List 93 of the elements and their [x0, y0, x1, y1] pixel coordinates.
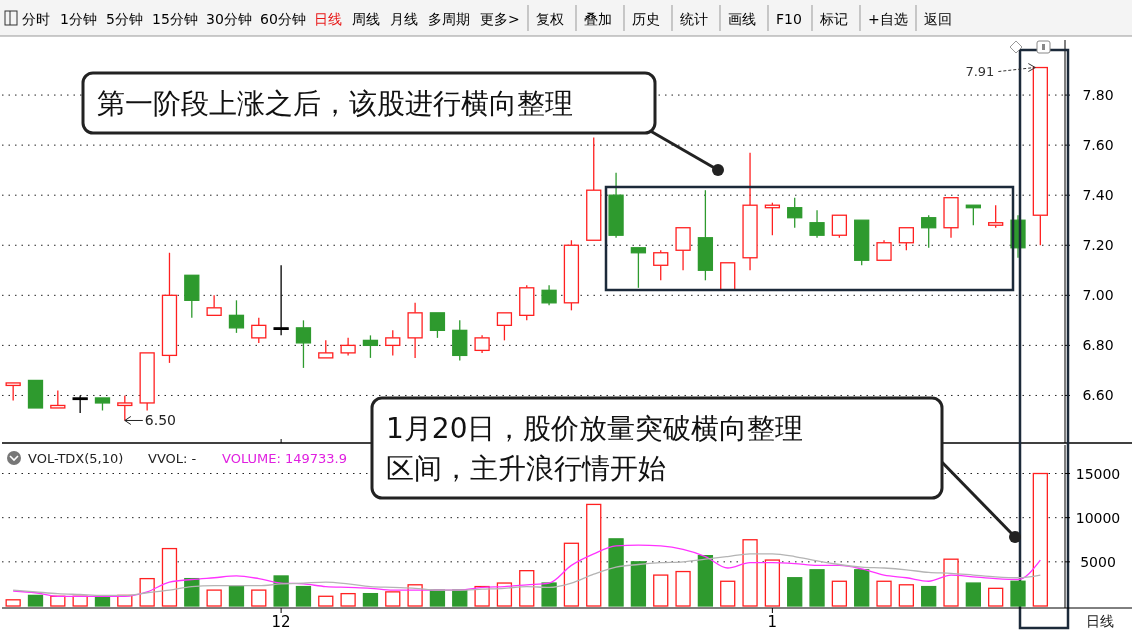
annotation: VOLUME: 149733.9: [222, 451, 347, 466]
line-series: [12, 553, 1041, 597]
text: 返回: [924, 11, 952, 27]
bar: [72, 595, 88, 607]
y-tick-label: 7.00: [1082, 287, 1114, 304]
text: F10: [776, 11, 802, 27]
bar: [50, 595, 66, 607]
y-tick-label: 7.40: [1082, 187, 1114, 204]
annotation: 第一阶段上涨之后，该股进行横向整理: [97, 87, 573, 120]
bar: [809, 569, 825, 607]
bar: [452, 589, 468, 607]
bar: [206, 589, 222, 607]
bar: [429, 589, 446, 607]
bar: [742, 539, 758, 607]
text: 日线: [314, 11, 342, 27]
bar: [720, 580, 736, 607]
candlestick: [273, 264, 289, 337]
y-tick-label: 7.80: [1082, 87, 1114, 104]
bar: [943, 558, 959, 607]
text: 画线: [728, 11, 756, 27]
text: 分时: [22, 11, 50, 27]
annotation: VVOL: -: [148, 451, 197, 466]
bar: [653, 574, 669, 607]
bar: [295, 585, 312, 607]
bar: [362, 592, 379, 607]
bar: [94, 595, 111, 607]
y-tick-label: 7.60: [1082, 137, 1114, 154]
text: 日线: [1086, 613, 1114, 629]
text: 15分钟: [152, 11, 198, 27]
x-tick-label: 1: [767, 613, 778, 631]
bar: [5, 599, 21, 607]
bar: [921, 585, 937, 607]
bar: [251, 589, 267, 607]
text: 历史: [632, 11, 660, 27]
y-tick-label: 6.80: [1082, 337, 1114, 354]
text: 多周期: [428, 11, 470, 27]
bar: [787, 577, 803, 607]
bar: [697, 555, 714, 607]
annotation: VOL-TDX(5,10): [28, 451, 124, 466]
bar: [831, 580, 848, 607]
bar: [1032, 472, 1048, 607]
x-tick-label: 12: [271, 613, 291, 631]
candlestick: [407, 302, 423, 359]
text: 叠加: [584, 11, 612, 27]
bar: [965, 582, 981, 607]
bar: [854, 569, 870, 607]
text: 周线: [352, 11, 380, 27]
bar: [541, 582, 557, 607]
text: 统计: [680, 11, 708, 27]
annotation: 7.91: [965, 63, 995, 79]
text: 月线: [390, 11, 418, 27]
candlestick: [474, 334, 490, 354]
text: +自选: [868, 11, 908, 27]
y-tick-label: 5000: [1080, 553, 1116, 570]
bar: [340, 592, 356, 607]
annotation: 6.50: [144, 412, 176, 429]
bar: [675, 570, 691, 607]
bar: [988, 587, 1004, 607]
text: 更多>: [480, 11, 520, 27]
bar: [318, 595, 334, 607]
text: 30分钟: [206, 11, 252, 27]
text: 复权: [536, 11, 564, 27]
y-tick-label: 10000: [1075, 509, 1121, 526]
bar: [184, 577, 200, 607]
bar: [608, 538, 624, 607]
bar: [1010, 580, 1026, 607]
text: 1分钟: [60, 11, 97, 27]
bar: [519, 570, 535, 607]
candlestick: [742, 151, 758, 271]
bar: [139, 577, 155, 607]
y-tick-label: 7.20: [1082, 237, 1114, 254]
bar: [385, 591, 401, 607]
bar: [563, 542, 580, 607]
bar: [630, 561, 647, 607]
candlestick: [608, 172, 624, 239]
bar: [161, 547, 178, 607]
bar: [496, 582, 513, 607]
bar: [273, 575, 289, 607]
bar: [586, 503, 602, 607]
y-tick-label: 15000: [1075, 465, 1121, 482]
y-tick-label: 6.60: [1082, 387, 1114, 404]
candlestick: [541, 284, 557, 306]
annotation: 1月20日，股价放量突破横向整理区间，主升浪行情开始: [386, 412, 804, 485]
candlestick: [809, 209, 825, 239]
text: 5分钟: [106, 11, 143, 27]
line-series: [12, 544, 1041, 597]
bar: [898, 584, 915, 607]
bar: [228, 585, 245, 607]
bar: [27, 594, 44, 607]
text: 60分钟: [260, 11, 306, 27]
bar: [876, 580, 892, 607]
bar: [764, 559, 781, 607]
text: 标记: [819, 11, 848, 27]
